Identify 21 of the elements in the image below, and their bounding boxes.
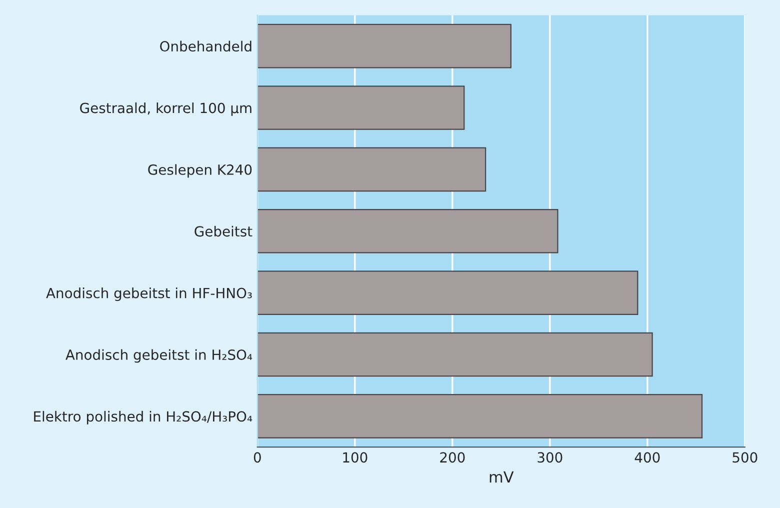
x-tick-label: 200	[440, 452, 465, 463]
x-tick-label: 0	[254, 452, 261, 463]
x-tick-label: 500	[732, 452, 758, 463]
y-tick-label: Elektro polished in H₂SO₄/H₃PO₄	[34, 410, 252, 424]
x-tick-label: 100	[343, 452, 368, 463]
bar	[257, 24, 512, 68]
y-tick-label: Gestraald, korrel 100 µm	[80, 102, 252, 116]
y-tick-label: Gebeitst	[194, 226, 252, 237]
bar	[257, 86, 465, 130]
bar	[257, 394, 703, 438]
bar	[257, 270, 638, 315]
bar	[257, 332, 653, 377]
x-tick-label: 400	[634, 452, 660, 463]
bar	[257, 147, 486, 192]
y-tick-label: Anodisch gebeitst in H₂SO₄	[66, 349, 252, 363]
y-tick-label: Anodisch gebeitst in HF-HNO₃	[46, 288, 252, 301]
y-tick-label: Onbehandeld	[160, 40, 252, 52]
x-tick-label: 300	[538, 452, 562, 463]
y-tick-label: Geslepen K240	[148, 164, 252, 178]
x-axis-title: mV	[490, 471, 514, 483]
bar	[257, 208, 558, 254]
